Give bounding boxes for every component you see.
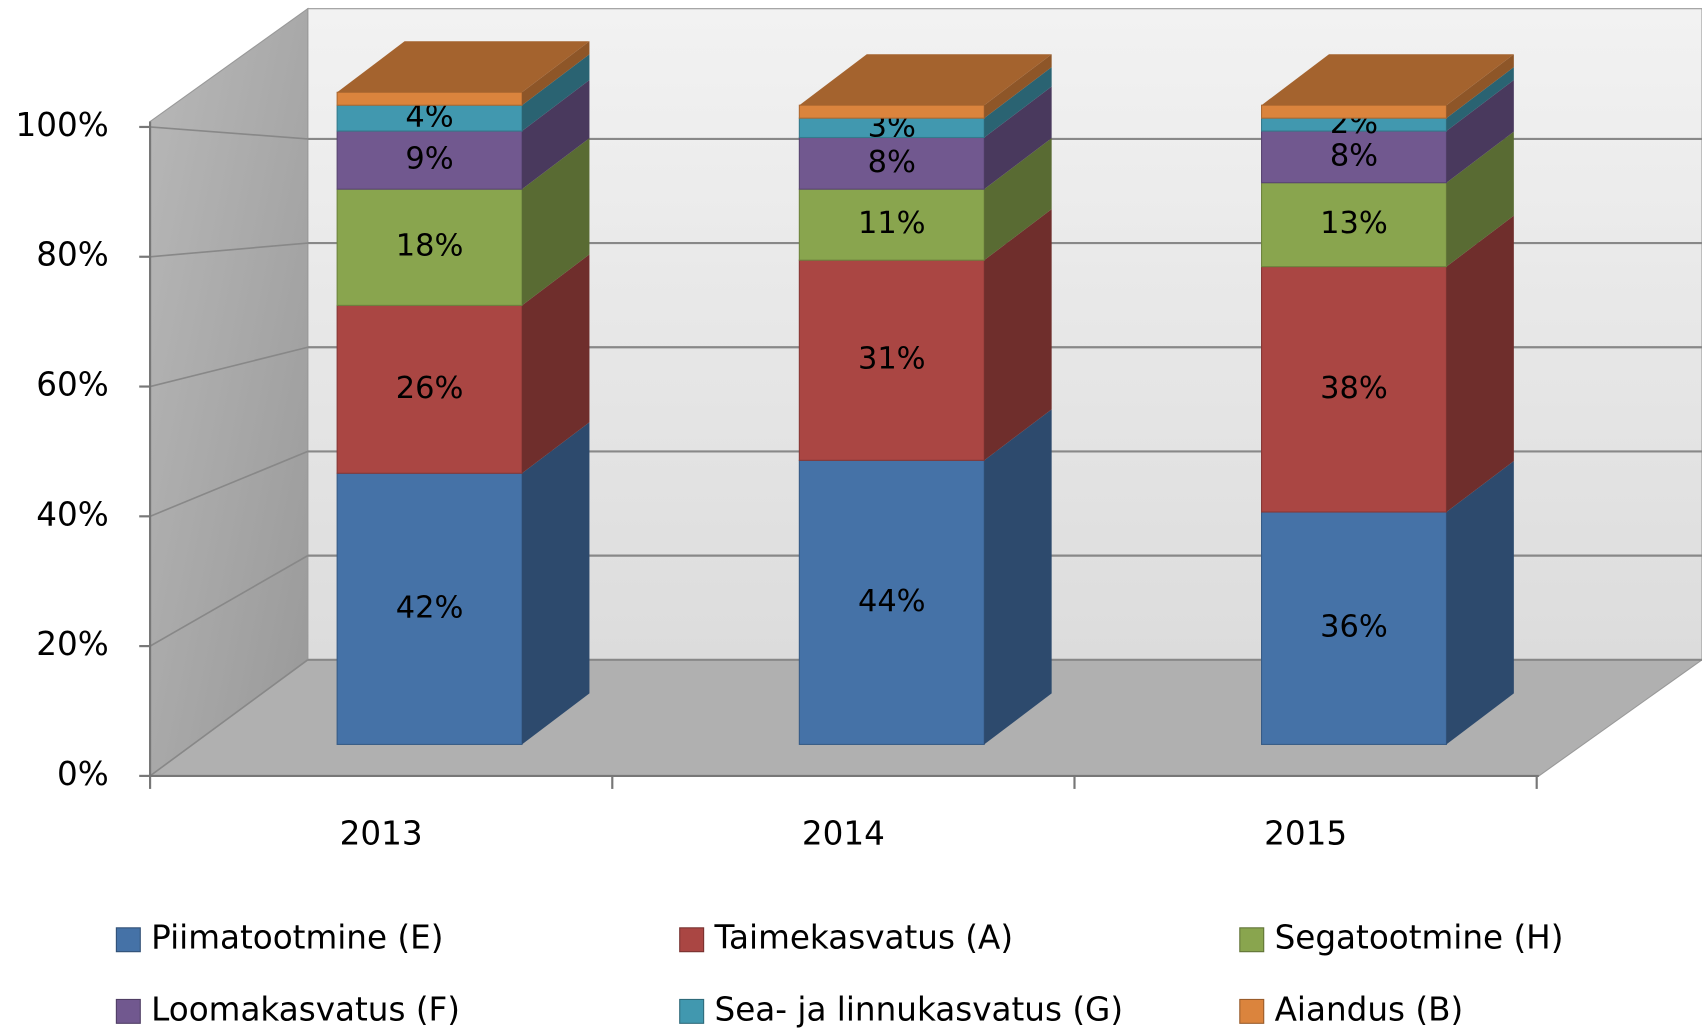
bar-side — [984, 86, 1052, 190]
bar-segment — [798, 459, 985, 745]
data-label: 9% — [405, 142, 453, 177]
legend-label: Taimekasvatus (A) — [714, 919, 1014, 957]
legend-label: Loomakasvatus (F) — [151, 990, 460, 1028]
bar-side — [522, 422, 590, 745]
bar-top — [1261, 54, 1514, 106]
x-tick-label: 2015 — [1264, 815, 1347, 853]
bar-side — [984, 67, 1052, 138]
grid-line — [149, 346, 308, 388]
bar-side — [522, 54, 590, 132]
bar-side — [1446, 54, 1514, 119]
legend-swatch — [679, 927, 705, 953]
bar-segment — [1261, 130, 1447, 184]
bar-side — [1446, 460, 1514, 745]
bar-top — [799, 54, 1052, 106]
bar-side — [1446, 215, 1514, 512]
data-label: 26% — [396, 371, 464, 406]
bar-side — [1446, 80, 1514, 183]
legend-label: Aiandus (B) — [1275, 990, 1464, 1028]
grid-line — [149, 659, 309, 777]
data-label: 38% — [1320, 371, 1388, 406]
bar-segment — [1261, 266, 1447, 513]
bar-side — [522, 80, 590, 190]
legend-swatch — [679, 998, 705, 1024]
bar-side — [1446, 131, 1514, 267]
grid-line — [149, 554, 309, 647]
data-label: 8% — [868, 145, 916, 180]
data-label: 31% — [858, 342, 926, 377]
bar-side — [984, 54, 1052, 119]
data-label: 42% — [396, 590, 464, 625]
legend-label: Piimatootmine (E) — [151, 919, 443, 957]
legend-label: Sea- ja linnukasvatus (G) — [715, 990, 1124, 1028]
grid-line — [149, 450, 309, 518]
legend-swatch — [115, 998, 141, 1024]
data-label: 18% — [396, 229, 464, 264]
bar-segment — [798, 136, 985, 190]
bar-segment — [1261, 182, 1447, 268]
grid-line — [150, 126, 308, 140]
y-tick-label: 40% — [36, 495, 109, 533]
bar-segment — [336, 104, 523, 132]
y-tick-label: 20% — [36, 625, 109, 663]
x-tick-label: 2013 — [340, 815, 423, 853]
bar-side — [522, 254, 590, 474]
data-label: 11% — [858, 206, 926, 241]
y-tick-label: 60% — [36, 366, 109, 404]
side-wall — [149, 7, 309, 777]
legend-swatch — [1239, 998, 1265, 1024]
legend-swatch — [1239, 927, 1265, 953]
bar-segment — [336, 472, 523, 745]
y-tick-label: 0% — [57, 755, 109, 793]
grid-line — [150, 242, 308, 258]
bar-segment — [1261, 104, 1447, 119]
bar-segment — [336, 91, 523, 106]
bar-segment — [798, 259, 985, 461]
bar-side — [984, 409, 1052, 745]
x-tick-label: 2014 — [802, 815, 885, 853]
bar-side — [522, 41, 590, 106]
bar-side — [984, 138, 1052, 261]
data-label: 36% — [1320, 610, 1388, 645]
data-label: 44% — [858, 584, 926, 619]
legend-swatch — [115, 927, 141, 953]
bar-side — [522, 138, 590, 306]
bar-side — [984, 209, 1052, 461]
bar-top — [337, 41, 590, 93]
legend-label: Segatootmine (H) — [1275, 919, 1564, 957]
y-tick-label: 100% — [16, 106, 109, 144]
bar-side — [1446, 67, 1514, 132]
bar-segment — [798, 104, 985, 119]
y-tick-label: 80% — [36, 236, 109, 274]
data-label: 13% — [1320, 206, 1388, 241]
bar-segment — [798, 188, 985, 261]
data-label: 8% — [1330, 138, 1378, 173]
